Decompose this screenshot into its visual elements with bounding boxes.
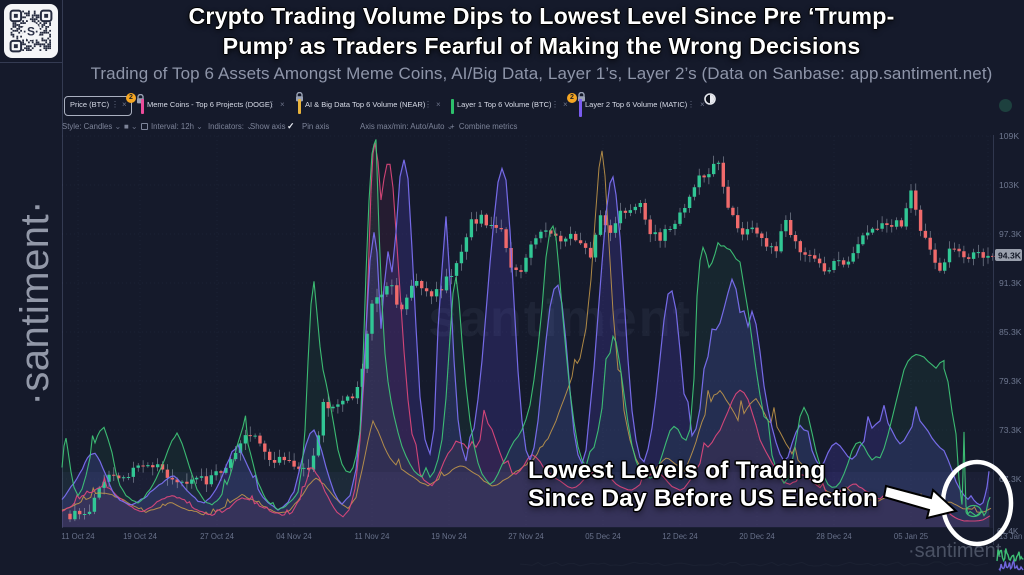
svg-text:·santiment·: ·santiment· <box>908 540 1008 562</box>
svg-text:27 Oct 24: 27 Oct 24 <box>200 532 234 541</box>
svg-text:67.3K: 67.3K <box>999 474 1022 484</box>
svg-text:11 Oct 24: 11 Oct 24 <box>61 532 95 541</box>
svg-text:04 Nov 24: 04 Nov 24 <box>276 532 312 541</box>
svg-text:91.3K: 91.3K <box>999 278 1022 288</box>
svg-text:79.3K: 79.3K <box>999 376 1022 386</box>
svg-text:13 Jan 25: 13 Jan 25 <box>999 532 1024 541</box>
svg-text:05 Dec 24: 05 Dec 24 <box>585 532 621 541</box>
svg-text:05 Jan 25: 05 Jan 25 <box>894 532 929 541</box>
svg-text:94.3K: 94.3K <box>998 251 1022 261</box>
svg-text:santiment: santiment <box>428 290 692 348</box>
svg-text:85.3K: 85.3K <box>999 327 1022 337</box>
svg-text:27 Nov 24: 27 Nov 24 <box>508 532 544 541</box>
svg-text:61.4K: 61.4K <box>997 527 1019 536</box>
svg-text:·santiment·: ·santiment· <box>13 201 57 406</box>
svg-text:19 Nov 24: 19 Nov 24 <box>431 532 467 541</box>
svg-text:109K: 109K <box>999 131 1019 141</box>
svg-text:20 Dec 24: 20 Dec 24 <box>739 532 775 541</box>
svg-text:19 Oct 24: 19 Oct 24 <box>123 532 157 541</box>
svg-text:103K: 103K <box>999 180 1019 190</box>
svg-text:73.3K: 73.3K <box>999 425 1022 435</box>
svg-text:97.3K: 97.3K <box>999 229 1022 239</box>
svg-text:12 Dec 24: 12 Dec 24 <box>662 532 698 541</box>
svg-text:·S·: ·S· <box>23 25 39 39</box>
svg-text:11 Nov 24: 11 Nov 24 <box>355 532 391 541</box>
svg-text:28 Dec 24: 28 Dec 24 <box>816 532 852 541</box>
